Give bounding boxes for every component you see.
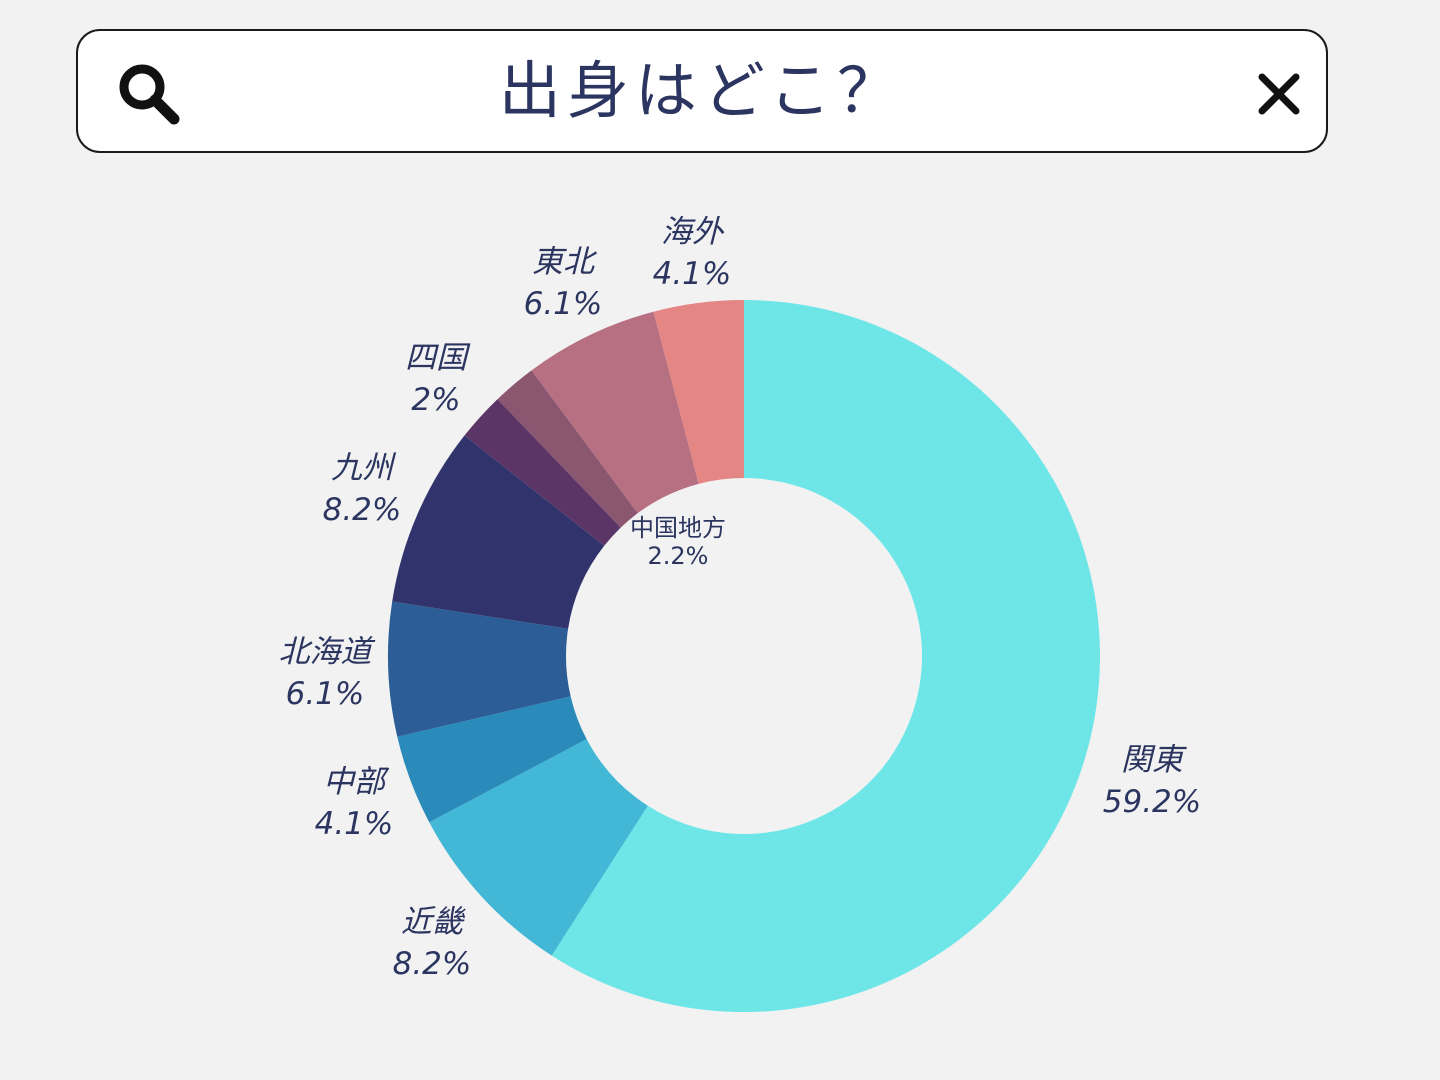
slice-6 [464,399,621,546]
slice-value-3: 4.1% [315,806,394,842]
slice-label-2: 近畿 [401,904,466,940]
slice-9 [653,300,744,484]
slice-value-8: 6.1% [524,286,603,322]
slice-label-7: 四国 [405,340,471,376]
slice-value-9: 4.1% [653,256,732,292]
slice-value-6: 2.2% [648,542,709,570]
slice-value-4: 6.1% [286,676,365,712]
slice-label-6: 中国地方 [630,514,726,542]
search-title: 出身はどこ？ [498,54,906,127]
slice-8 [531,311,699,514]
slice-label-1: 関東 [1121,742,1187,778]
slice-value-5: 8.2% [323,492,402,528]
slice-label-5: 九州 [331,450,397,486]
slice-3 [397,696,587,823]
slice-label-8: 東北 [532,244,598,280]
slice-7 [497,370,638,528]
search-icon[interactable] [114,59,186,131]
slice-value-2: 8.2% [393,946,472,982]
slice-label-3: 中部 [323,764,390,800]
slice-1 [551,300,1101,1012]
slice-2 [429,739,648,956]
slice-value-1: 59.2% [1103,784,1201,820]
slice-label-4: 北海道 [279,634,376,670]
close-icon[interactable] [1256,71,1302,117]
slice-value-7: 2% [411,382,460,418]
search-bar[interactable]: 出身はどこ？ [76,29,1328,153]
slice-label-9: 海外 [661,214,725,250]
slice-4 [388,601,571,737]
slice-5 [392,435,605,629]
